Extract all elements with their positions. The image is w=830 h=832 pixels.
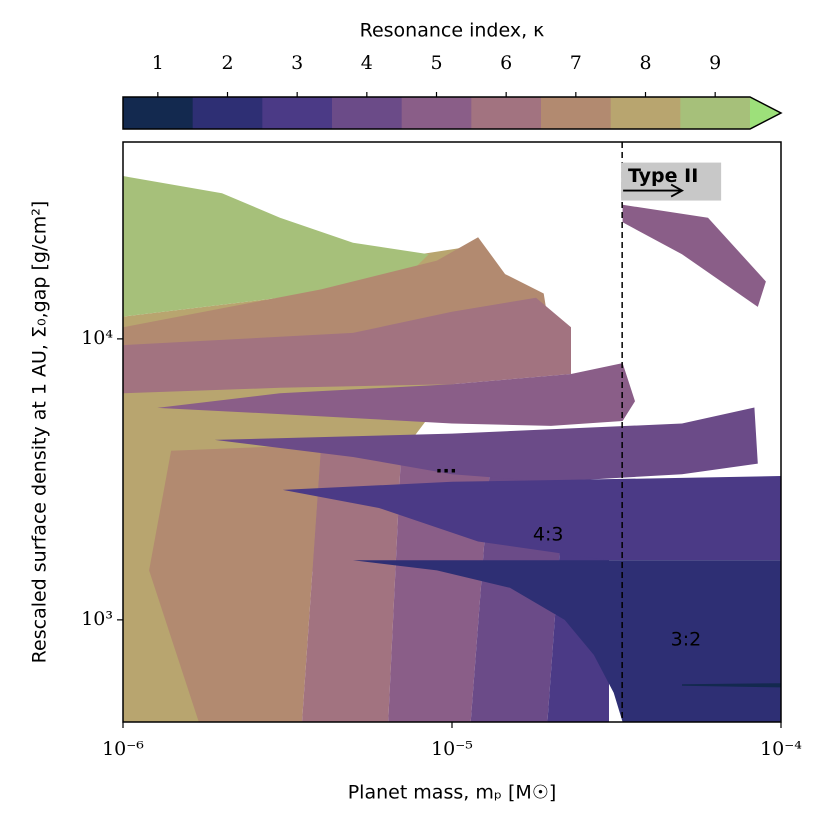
resonance-region bbox=[353, 560, 781, 722]
colorbar-swatch bbox=[192, 97, 263, 129]
resonance-region bbox=[302, 444, 401, 722]
y-tick-label: 10⁴ bbox=[81, 327, 113, 349]
colorbar-tick-label: 5 bbox=[430, 52, 442, 74]
colorbar-swatch bbox=[123, 97, 194, 129]
colorbar-frame bbox=[122, 96, 783, 130]
resonance-region bbox=[123, 297, 571, 394]
colorbar-tick-label: 8 bbox=[639, 52, 651, 74]
colorbar-tick-label: 6 bbox=[500, 52, 512, 74]
colorbar-extend bbox=[750, 97, 781, 129]
colorbar-tick-label: 4 bbox=[361, 52, 373, 74]
resonance-region bbox=[157, 363, 635, 426]
resonance-region bbox=[282, 476, 781, 561]
x-axis-label: Planet mass, mₚ [M☉] bbox=[348, 782, 557, 804]
annotation: 3:2 bbox=[671, 628, 702, 650]
y-axis-label: Rescaled surface density at 1 AU, Σ₀,gap… bbox=[29, 201, 51, 664]
type-ii-arrowhead bbox=[670, 183, 684, 198]
colorbar-tick-label: 2 bbox=[221, 52, 233, 74]
colorbar-swatch bbox=[262, 97, 333, 129]
colorbar-title: Resonance index, κ bbox=[360, 20, 545, 42]
x-tick-label: 10⁻⁵ bbox=[431, 738, 473, 760]
y-tick-label: 10³ bbox=[81, 608, 113, 630]
colorbar-tick-label: 7 bbox=[570, 52, 582, 74]
type-ii-label: Type II bbox=[628, 165, 698, 187]
annotation: ... bbox=[435, 455, 457, 477]
colorbar-tick-label: 9 bbox=[709, 52, 721, 74]
colorbar-tick-label: 3 bbox=[291, 52, 303, 74]
resonance-region bbox=[123, 176, 429, 317]
type-ii-box bbox=[621, 162, 722, 201]
colorbar-swatch bbox=[401, 97, 472, 129]
colorbar-swatch bbox=[610, 97, 681, 129]
x-tick-label: 10⁻⁶ bbox=[102, 738, 144, 760]
colorbar-tick-label: 1 bbox=[152, 52, 164, 74]
resonance-region bbox=[622, 204, 766, 307]
colorbar-swatch bbox=[332, 97, 403, 129]
colorbar-swatch bbox=[680, 97, 751, 129]
colorbar-swatch bbox=[471, 97, 542, 129]
region-layer bbox=[123, 176, 781, 722]
resonance-region bbox=[682, 683, 781, 688]
x-tick-label: 10⁻⁴ bbox=[760, 738, 802, 760]
resonance-region bbox=[149, 444, 322, 722]
colorbar-swatch bbox=[541, 97, 612, 129]
annotation: 4:3 bbox=[533, 523, 564, 545]
